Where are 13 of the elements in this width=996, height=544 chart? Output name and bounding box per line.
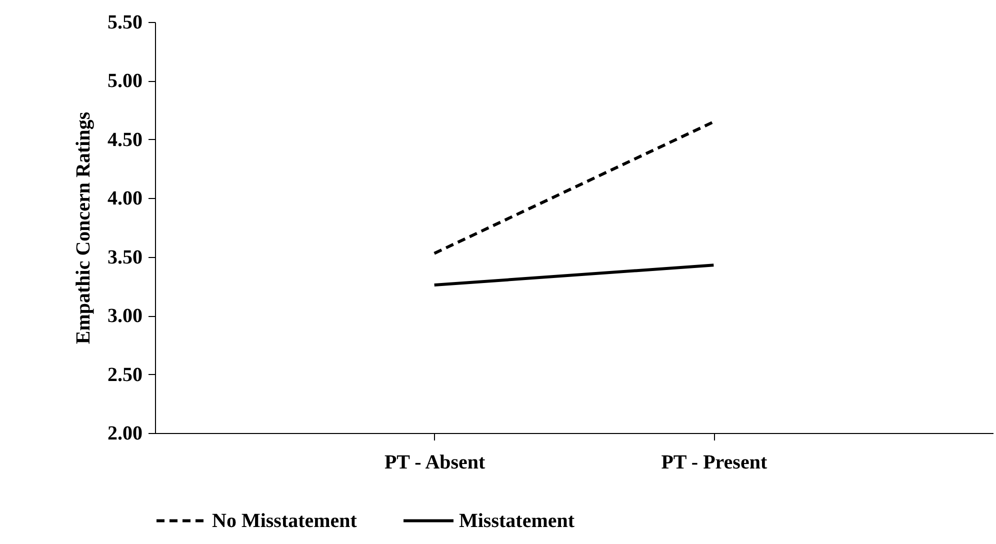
y-tick-label: 4.50 [108, 128, 142, 151]
x-tick-label: PT - Present [661, 452, 768, 474]
y-tick-label: 3.00 [108, 305, 142, 328]
y-axis-title: Empathic Concern Ratings [72, 112, 94, 344]
x-tick-label: PT - Absent [384, 452, 486, 474]
legend-label: Misstatement [459, 510, 575, 532]
y-tick-label: 2.00 [108, 422, 142, 444]
y-tick-label: 4.00 [108, 188, 142, 210]
legend-label: No Misstatement [212, 510, 358, 532]
y-tick-label: 5.00 [108, 70, 142, 92]
y-tick-label: 5.50 [108, 12, 142, 34]
y-tick-label: 2.50 [108, 364, 142, 386]
y-tick-label: 3.50 [108, 246, 142, 268]
